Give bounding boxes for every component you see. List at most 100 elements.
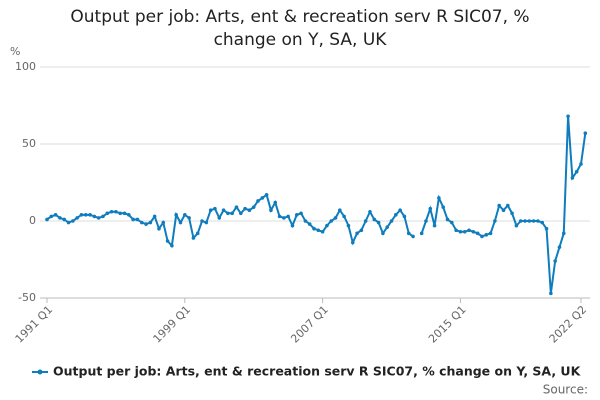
data-point [454,228,458,233]
data-point [480,234,484,239]
data-point [445,217,450,222]
data-point [363,219,368,223]
data-point [497,203,501,208]
data-point [320,229,325,234]
data-point [574,169,579,174]
data-point [561,231,566,236]
data-point [139,220,144,225]
data-point [269,208,273,213]
data-point [303,219,308,223]
y-tick-label: 50 [22,137,36,150]
data-point [342,214,346,219]
data-point [316,228,321,233]
data-point [66,220,71,225]
source: Source: [543,383,588,397]
legend-marker [37,369,43,375]
data-point [131,217,135,222]
data-point [204,220,209,225]
data-point [312,226,316,231]
data-point [346,223,351,228]
data-point [294,213,299,217]
data-point [376,220,381,225]
data-point [325,223,329,228]
data-point [411,234,415,239]
data-point [58,216,62,220]
data-point [355,231,359,236]
data-point [406,231,411,236]
data-point [359,228,364,233]
data-point [286,214,290,219]
data-point [402,214,407,219]
data-point [161,220,166,225]
data-point [329,219,334,223]
data-point [105,211,110,216]
data-point [307,222,312,226]
data-point [247,208,252,213]
data-point [264,193,269,197]
data-point [174,213,178,217]
data-point [213,206,217,211]
x-tick-label: 2022 Q2 [547,303,590,346]
data-point [428,206,433,211]
data-point [350,240,355,245]
data-point [338,208,342,213]
data-point [191,236,196,240]
data-point [45,217,49,222]
y-tick-label: -50 [18,291,36,304]
data-point [157,226,161,231]
data-point [467,228,471,233]
data-point [114,209,118,214]
data-point [385,225,390,229]
data-point [230,211,234,216]
data-point [544,226,549,231]
data-point [566,114,570,119]
data-point [96,216,101,220]
data-point [127,213,131,217]
data-point [510,211,514,216]
data-point [75,216,79,220]
data-point [471,229,476,234]
data-point [282,216,286,220]
data-point [488,231,493,236]
chart-title: Output per job: Arts, ent & recreation s… [70,7,530,50]
x-tick-label: 1999 Q1 [151,303,194,346]
data-point [493,219,497,223]
data-point [290,223,295,228]
data-point [437,196,441,200]
data-point [424,219,428,223]
data-point [450,220,454,225]
data-point [71,219,75,223]
data-point [514,223,519,228]
data-point [553,259,557,263]
data-point [333,216,338,220]
data-point [462,229,467,234]
data-point [260,196,265,200]
data-point [195,231,200,236]
data-point [518,219,523,223]
x-tick-label: 2007 Q1 [288,303,331,346]
data-point [527,219,532,223]
data-point [83,213,88,217]
data-point [243,206,247,211]
data-point [549,291,553,296]
data-point [523,219,527,223]
legend-label: Output per job: Arts, ent & recreation s… [53,364,582,379]
x-tick-label: 2015 Q1 [426,303,469,346]
data-point [277,214,282,219]
data-point [251,205,256,209]
data-point [221,208,226,213]
data-point [432,223,437,228]
data-point [536,219,540,223]
data-point [144,222,148,226]
data-point [583,131,588,136]
y-tick-label: 100 [15,60,36,73]
data-point [368,209,372,214]
data-point [62,217,67,222]
data-point [299,211,303,216]
data-point [148,220,153,225]
data-point [208,208,213,213]
data-point [394,213,398,217]
data-point [79,213,84,217]
data-point [505,203,510,208]
